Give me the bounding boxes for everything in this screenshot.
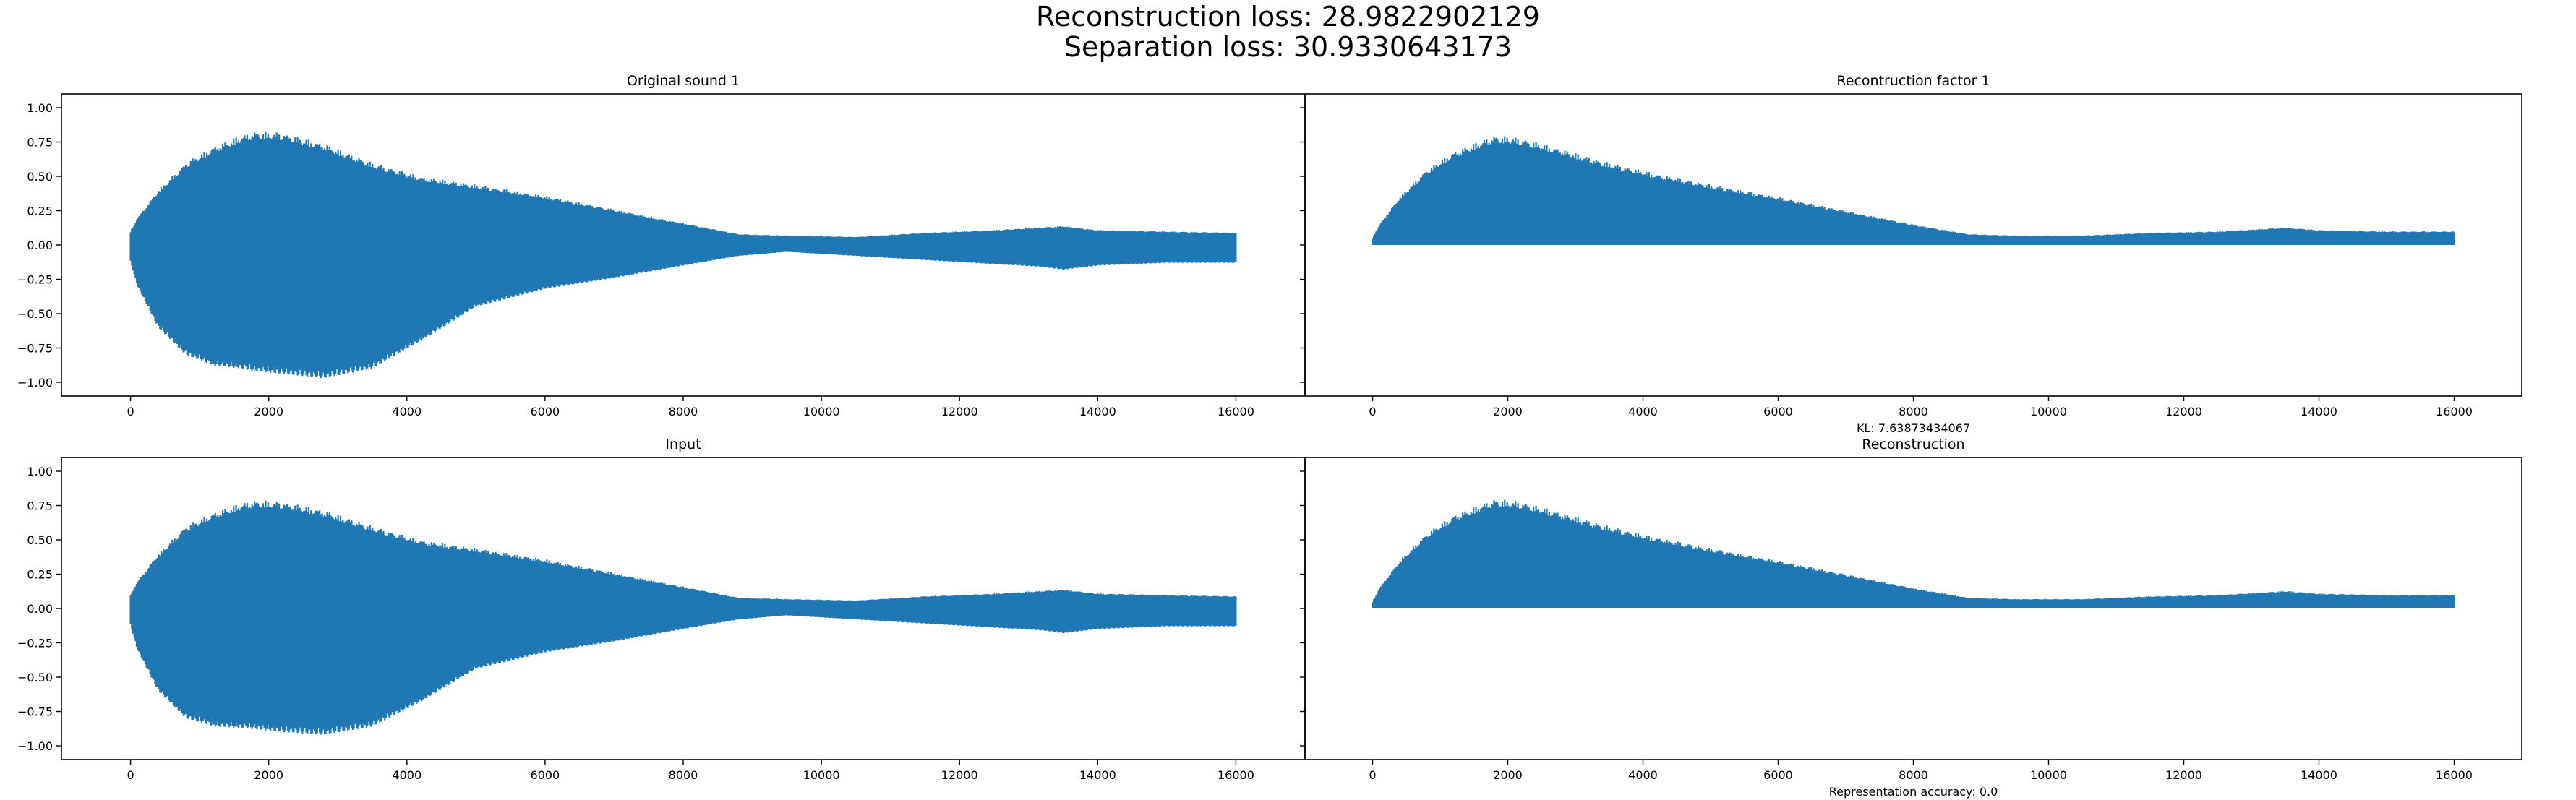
x-tick-label: 4000 [392, 768, 422, 782]
subplot-title: Recontruction factor 1 [1836, 73, 1990, 89]
x-tick-label: 8000 [669, 405, 698, 418]
y-tick-label: 0.25 [27, 568, 53, 582]
y-tick-label: −0.75 [17, 705, 53, 719]
x-tick-label: 0 [127, 768, 134, 782]
y-tick-label: 0.75 [27, 499, 53, 513]
x-tick-label: 14000 [1079, 768, 1116, 782]
axis-note: KL: 7.63873434067 [1857, 421, 1970, 435]
x-tick-label: 16000 [1218, 768, 1254, 782]
x-tick-label: 2000 [1493, 768, 1523, 782]
x-tick-label: 10000 [2030, 768, 2067, 782]
y-tick-label: −1.00 [17, 376, 53, 390]
y-tick-label: 0.50 [27, 533, 53, 547]
x-tick-label: 6000 [531, 768, 560, 782]
x-tick-label: 8000 [1899, 405, 1928, 418]
subplot-bottom-right: Reconstruction 0 2000 4000 6000 8000 10000 1200… [1300, 436, 2522, 799]
x-tick-label: 12000 [941, 768, 978, 782]
x-tick-label: 6000 [1763, 768, 1793, 782]
x-tick-label: 6000 [1763, 405, 1793, 418]
y-tick-label: −0.25 [17, 273, 53, 287]
subplot-title: Original sound 1 [627, 73, 740, 89]
subplot-top-left: Original sound 1 0 2000 4000 6000 8000 10000 12… [17, 73, 1306, 418]
waveform-series [129, 500, 1237, 735]
x-tick-label: 10000 [803, 405, 840, 418]
subplot-bottom-left: Input 0 2000 4000 6000 8000 10000 12000 14000 160… [17, 436, 1306, 782]
waveform-series [1372, 499, 2455, 608]
x-tick-label: 4000 [392, 405, 422, 418]
x-tick-label: 14000 [1079, 405, 1116, 418]
figure-suptitle-line2: Separation loss: 30.9330643173 [1064, 31, 1512, 63]
figure-suptitle-line1: Reconstruction loss: 28.9822902129 [1036, 1, 1540, 33]
x-tick-label: 0 [127, 405, 134, 418]
y-tick-label: 0.75 [27, 136, 53, 150]
x-tick-label: 10000 [2030, 405, 2067, 418]
y-tick-label: −0.50 [17, 307, 53, 321]
y-tick-label: 0.25 [27, 205, 53, 218]
waveform-series [1372, 136, 2455, 245]
x-tick-label: 6000 [531, 405, 560, 418]
subplot-title: Reconstruction [1862, 436, 1964, 452]
y-tick-label: −1.00 [17, 739, 53, 753]
y-tick-label: 0.00 [27, 238, 53, 252]
x-tick-label: 4000 [1628, 768, 1658, 782]
x-tick-label: 10000 [803, 768, 840, 782]
axis-note: Representation accuracy: 0.0 [1829, 785, 1998, 799]
x-tick-label: 2000 [254, 768, 283, 782]
y-tick-label: −0.25 [17, 637, 53, 650]
x-tick-label: 12000 [2165, 768, 2202, 782]
x-tick-label: 12000 [941, 405, 978, 418]
y-tick-label: 0.50 [27, 170, 53, 184]
y-tick-label: 0.00 [27, 602, 53, 616]
waveform-series [129, 132, 1237, 378]
y-tick-label: 1.00 [27, 101, 53, 115]
x-tick-label: 16000 [2436, 405, 2473, 418]
subplot-title: Input [665, 436, 701, 452]
x-tick-label: 12000 [2165, 405, 2202, 418]
x-tick-label: 8000 [669, 768, 698, 782]
y-tick-label: −0.50 [17, 671, 53, 684]
x-tick-label: 4000 [1628, 405, 1658, 418]
x-tick-label: 14000 [2301, 405, 2337, 418]
y-tick-label: 1.00 [27, 465, 53, 478]
x-tick-label: 0 [1369, 405, 1376, 418]
x-tick-label: 2000 [254, 405, 283, 418]
x-tick-label: 8000 [1899, 768, 1928, 782]
x-tick-label: 14000 [2301, 768, 2337, 782]
x-tick-label: 0 [1369, 768, 1376, 782]
subplot-top-right: Recontruction factor 1 0 2000 4000 6000 8000 1… [1300, 73, 2522, 435]
x-tick-label: 16000 [1218, 405, 1254, 418]
x-tick-label: 2000 [1493, 405, 1523, 418]
y-tick-label: −0.75 [17, 342, 53, 356]
x-tick-label: 16000 [2436, 768, 2473, 782]
